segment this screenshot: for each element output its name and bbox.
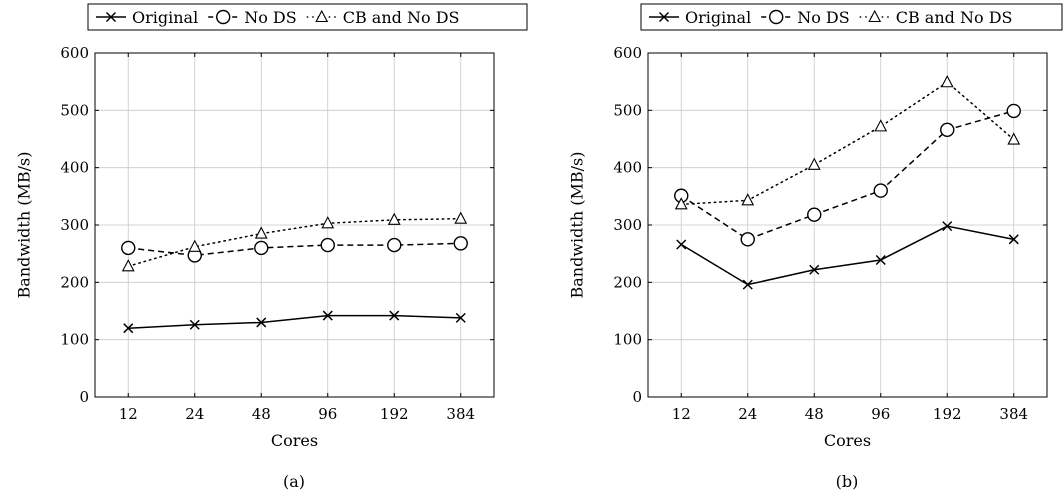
chart-1: 0 100 200 300 400 500 600 12 24 48 96 192 384 Cores Ba… xyxy=(15,3,528,491)
data-point xyxy=(940,122,955,138)
chart-caption: (a) xyxy=(283,472,305,491)
legend-marker xyxy=(658,11,670,23)
x-tick-label: 48 xyxy=(805,405,824,423)
chart-caption: (b) xyxy=(836,472,859,491)
legend-label: No DS xyxy=(244,8,297,27)
series-circle xyxy=(121,236,468,263)
x-tick-label: 96 xyxy=(318,405,337,423)
data-point xyxy=(121,240,136,256)
data-point xyxy=(809,264,820,275)
x-tick-label: 12 xyxy=(672,405,691,423)
y-tick-label: 200 xyxy=(60,273,89,291)
y-tick-label: 200 xyxy=(613,273,642,291)
data-point xyxy=(674,197,688,210)
data-point xyxy=(322,310,333,321)
series-triangle xyxy=(121,211,468,272)
x-tick-label: 384 xyxy=(446,405,475,423)
series-line xyxy=(680,81,1015,206)
y-tick-label: 500 xyxy=(60,101,89,119)
data-point xyxy=(455,312,466,323)
x-tick-label: 48 xyxy=(252,405,271,423)
y-tick-label: 300 xyxy=(60,216,89,234)
chart-2: 0 100 200 300 400 500 600 12 24 48 96 192 384 Cores Ba… xyxy=(568,3,1063,491)
y-tick-label: 300 xyxy=(613,216,642,234)
data-point xyxy=(453,236,468,251)
x-tick-label: 24 xyxy=(738,405,757,423)
series-line xyxy=(680,110,1014,241)
series-cross xyxy=(123,310,466,334)
x-axis-label: Cores xyxy=(271,431,318,450)
data-point xyxy=(1007,132,1021,145)
data-point xyxy=(676,239,687,250)
data-point xyxy=(454,211,468,224)
x-tick-label: 384 xyxy=(999,405,1028,423)
series-cross xyxy=(676,221,1019,290)
data-point xyxy=(123,323,134,334)
legend-marker xyxy=(769,9,784,25)
data-point xyxy=(320,237,335,253)
grid xyxy=(95,52,494,398)
data-point xyxy=(741,193,755,206)
data-point xyxy=(942,221,953,232)
data-point xyxy=(387,237,402,253)
legend: Original No DS CB and No DS xyxy=(640,3,1063,31)
data-point xyxy=(742,279,753,290)
data-point xyxy=(189,319,200,330)
series-line xyxy=(128,314,461,329)
data-point xyxy=(321,216,335,229)
data-point xyxy=(873,183,888,198)
legend-box xyxy=(640,3,1063,31)
series-triangle xyxy=(674,75,1021,210)
data-point xyxy=(387,212,401,225)
legend-label: CB and No DS xyxy=(343,8,460,27)
data-point xyxy=(1006,103,1021,119)
series-line xyxy=(127,217,462,268)
data-point xyxy=(256,317,267,328)
y-tick-label: 600 xyxy=(60,44,89,62)
grid xyxy=(648,52,1047,398)
legend-marker xyxy=(105,11,117,23)
y-tick-label: 0 xyxy=(632,388,642,406)
series-line xyxy=(680,225,1014,286)
data-point xyxy=(389,310,400,321)
data-point xyxy=(188,239,202,252)
legend-marker xyxy=(315,9,329,23)
data-point xyxy=(940,75,954,88)
data-point xyxy=(254,240,269,256)
y-tick-label: 600 xyxy=(613,44,642,62)
legend-label: No DS xyxy=(797,8,850,27)
y-tick-label: 400 xyxy=(60,159,89,177)
legend-label: Original xyxy=(132,8,198,27)
data-point xyxy=(740,232,755,247)
y-tick-label: 0 xyxy=(79,388,89,406)
x-tick-label: 96 xyxy=(871,405,890,423)
y-tick-label: 100 xyxy=(613,331,642,349)
data-point xyxy=(254,226,268,239)
legend-label: CB and No DS xyxy=(896,8,1013,27)
y-axis-label: Bandwidth (MB/s) xyxy=(568,152,587,299)
data-point xyxy=(121,259,135,272)
data-point xyxy=(807,157,821,170)
legend: Original No DS CB and No DS xyxy=(87,3,528,31)
y-tick-label: 500 xyxy=(613,101,642,119)
data-point xyxy=(807,207,822,222)
legend-marker xyxy=(216,9,231,25)
data-point xyxy=(875,254,886,266)
y-axis-label: Bandwidth (MB/s) xyxy=(15,152,34,299)
series-line xyxy=(128,242,461,257)
y-tick-label: 400 xyxy=(613,159,642,177)
x-tick-label: 192 xyxy=(933,405,962,423)
y-tick-label: 100 xyxy=(60,331,89,349)
x-axis-label: Cores xyxy=(824,431,871,450)
series-circle xyxy=(674,103,1021,247)
data-point xyxy=(874,119,888,132)
x-tick-label: 12 xyxy=(119,405,138,423)
legend-marker xyxy=(868,9,882,23)
legend-label: Original xyxy=(685,8,751,27)
data-point xyxy=(1008,234,1019,245)
x-tick-label: 24 xyxy=(185,405,204,423)
x-tick-label: 192 xyxy=(380,405,409,423)
